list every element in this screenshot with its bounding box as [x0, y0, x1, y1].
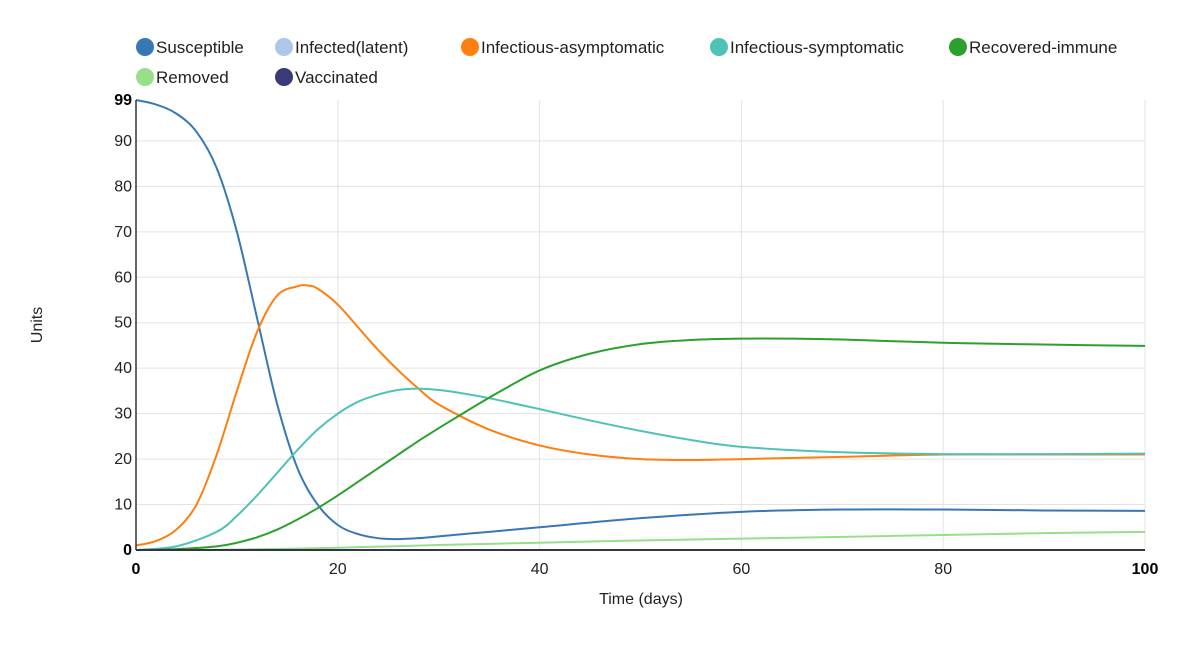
axes: 0 10 20 30 40 50 60 70 80 90 99 0 20 40 60 80 100 [114, 92, 1158, 578]
series-line-infectious-symptomatic [135, 387, 1146, 551]
legend: Susceptible Infected(latent) Infectious-as… [136, 38, 1117, 87]
x-tick-label: 80 [934, 561, 952, 578]
x-tick-label: 40 [531, 561, 549, 578]
x-axis-title: Time (days) [599, 591, 683, 608]
y-tick-label: 60 [114, 269, 132, 286]
y-tick-label: 40 [114, 360, 132, 377]
y-tick-label: 30 [114, 406, 132, 423]
legend-swatch-icon [136, 68, 154, 86]
y-tick-label: 80 [114, 178, 132, 195]
y-axis-title: Units [29, 307, 46, 343]
legend-label: Infectious-symptomatic [730, 38, 904, 57]
y-tick-label: 90 [114, 133, 132, 150]
x-tick-label: 100 [1132, 561, 1159, 578]
legend-label: Infectious-asymptomatic [481, 38, 665, 57]
grid [136, 100, 1146, 550]
legend-item[interactable]: Vaccinated [275, 68, 378, 87]
legend-label: Infected(latent) [295, 38, 408, 57]
legend-swatch-icon [461, 38, 479, 56]
legend-item[interactable]: Recovered-immune [949, 38, 1117, 57]
x-tick-label: 0 [132, 561, 141, 578]
x-tick-label: 60 [733, 561, 751, 578]
legend-swatch-icon [275, 38, 293, 56]
y-tick-label: 50 [114, 315, 132, 332]
series-line-removed [135, 530, 1146, 551]
series-line-recovered-immune [135, 337, 1146, 551]
legend-item[interactable]: Infectious-asymptomatic [461, 38, 665, 57]
legend-swatch-icon [949, 38, 967, 56]
legend-item[interactable]: Susceptible [136, 38, 244, 57]
legend-item[interactable]: Infected(latent) [275, 38, 408, 57]
series-line-infectious-asymptomatic [135, 284, 1145, 547]
series-line-susceptible [135, 99, 1146, 541]
legend-item[interactable]: Infectious-symptomatic [710, 38, 904, 57]
legend-swatch-icon [275, 68, 293, 86]
y-tick-label: 10 [114, 497, 132, 514]
y-tick-label: 20 [114, 451, 132, 468]
legend-item[interactable]: Removed [136, 68, 229, 87]
legend-label: Removed [156, 68, 229, 87]
legend-label: Susceptible [156, 38, 244, 57]
y-tick-label: 70 [114, 224, 132, 241]
y-tick-label: 99 [114, 92, 132, 109]
legend-label: Vaccinated [295, 68, 378, 87]
x-tick-label: 20 [329, 561, 347, 578]
series-lines [135, 99, 1146, 552]
legend-label: Recovered-immune [969, 38, 1117, 57]
legend-swatch-icon [136, 38, 154, 56]
y-tick-label: 0 [123, 542, 132, 559]
legend-swatch-icon [710, 38, 728, 56]
